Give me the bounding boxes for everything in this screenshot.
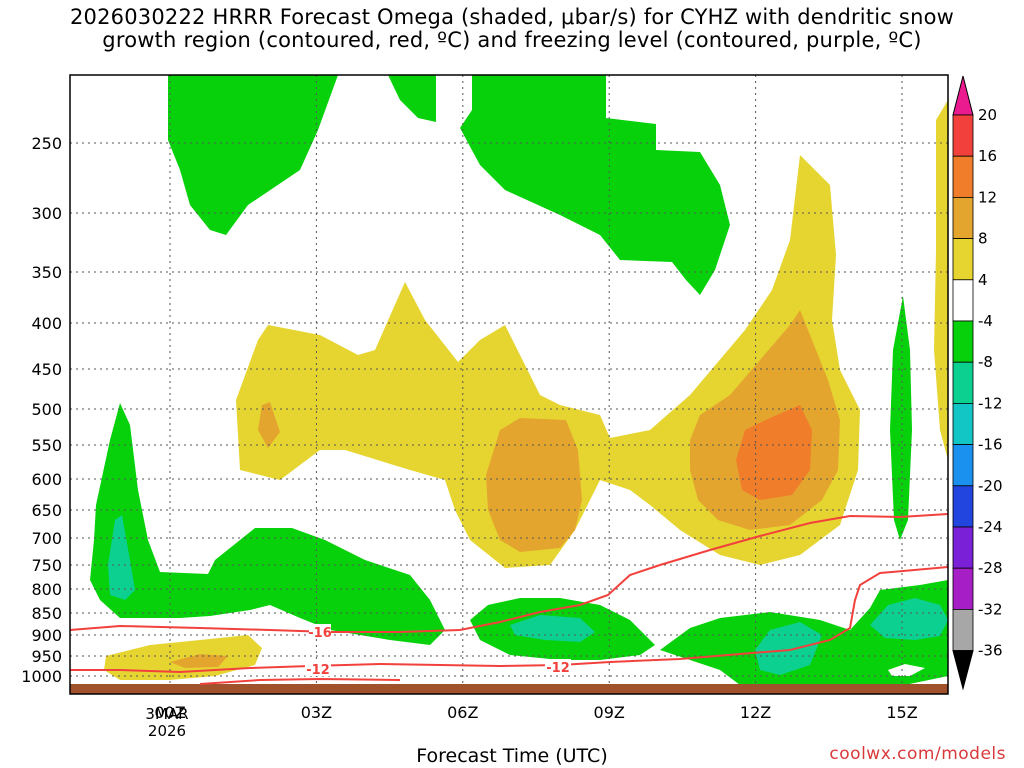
dgz-minus16-contour [69,513,949,633]
colorbar-label: -16 [978,436,1003,454]
colorbar-swatch [952,155,974,198]
colorbar-swatch [952,238,974,281]
y-tick-label: 650 [31,501,62,520]
y-tick-label: 300 [31,204,62,223]
colorbar-label: -36 [978,642,1003,660]
colorbar-label: -20 [978,477,1003,495]
colorbar-label: 4 [978,271,988,289]
colorbar-swatch [952,114,974,157]
x-tick-label: 03Z [301,703,332,722]
plot-frame [69,74,949,695]
y-tick-label: 700 [31,529,62,548]
omega-green-region [388,75,436,122]
ground-strip [70,684,948,694]
colorbar-swatch [952,444,974,487]
x-date-year: 2026 [147,722,187,740]
y-tick-label: 450 [31,360,62,379]
omega-green-region [460,75,730,295]
omega-gold-region [486,418,582,552]
dgz-minus12-lower-contour [199,677,401,685]
y-tick-label: 900 [31,626,62,645]
colorbar-label: 20 [978,106,997,124]
x-tick-label: 09Z [594,703,625,722]
colorbar-label: -8 [978,353,993,371]
colorbar-label: 8 [978,230,988,248]
colorbar-swatch [952,196,974,239]
y-axis: 250 300 350 400 450 500 550 600 650 700 750 800 850 9… [21,134,62,686]
y-tick-label: 400 [31,314,62,333]
colorbar-label: -12 [978,394,1003,412]
dgz-contours [69,513,949,685]
x-tick-label: 12Z [740,703,771,722]
contour-label-minus12: -12 [306,663,330,678]
chart-grid [70,75,948,694]
x-tick-label: 15Z [886,703,917,722]
omega-orange-region [736,405,812,500]
colorbar-swatch [952,361,974,404]
x-axis-title: Forecast Time (UTC) [416,745,608,767]
omega-gold-region [170,654,228,668]
x-tick-label: 06Z [447,703,478,722]
x-tick-label: 00Z [154,703,185,722]
x-axis: 00Z 03Z 06Z 09Z 12Z 15Z [154,703,917,722]
colorbar: 20 16 12 8 4 -4 -8 -12 -16 -20 -24 -28 -32 -36 [952,75,1003,691]
omega-yellow-region [104,635,262,680]
y-tick-label: 550 [31,436,62,455]
omega-gold-region [258,402,280,448]
colorbar-swatch [952,609,974,652]
omega-shading [90,75,948,686]
colorbar-label: -24 [978,518,1003,536]
colorbar-swatch [952,402,974,445]
omega-green-region [90,403,445,645]
colorbar-label: -28 [978,559,1003,577]
omega-yellow-region [934,100,948,460]
colorbar-swatch [952,320,974,363]
y-tick-label: 850 [31,604,62,623]
omega-teal-region [755,622,822,675]
colorbar-label: 12 [978,188,997,206]
colorbar-label: 16 [978,147,997,165]
omega-green-region [168,75,338,235]
y-tick-label: 1000 [21,667,62,686]
y-tick-label: 800 [31,580,62,599]
y-tick-label: 500 [31,400,62,419]
contour-label-minus12: -12 [546,661,570,676]
omega-teal-region [108,515,135,600]
colorbar-label: -4 [978,312,993,330]
y-tick-label: 600 [31,470,62,489]
colorbar-bottom-arrow [952,650,974,691]
y-tick-label: 750 [31,556,62,575]
colorbar-swatch [952,485,974,528]
colorbar-swatch [952,567,974,610]
chart-title-line2: growth region (contoured, red, ºC) and f… [102,28,922,52]
colorbar-swatch [952,279,974,322]
omega-white-region [888,664,925,676]
y-tick-label: 950 [31,647,62,666]
contour-label-minus16: -16 [308,626,332,641]
colorbar-top-arrow [952,75,974,116]
omega-teal-region [510,615,595,642]
x-date-label: 3MAR 2026 [137,706,197,740]
site-credit: coolwx.com/models [829,744,1006,764]
y-tick-label: 350 [31,263,62,282]
y-tick-label: 250 [31,134,62,153]
x-date-day: 3MAR [145,705,189,723]
contour-labels: -16 -12 -12 [305,624,571,678]
omega-teal-region [870,598,948,640]
chart-title-line1: 2026030222 HRRR Forecast Omega (shaded, … [69,5,955,29]
omega-green-region [890,296,912,540]
colorbar-swatch [952,526,974,569]
colorbar-label: -32 [978,600,1003,618]
dgz-minus12-contour [70,566,949,674]
